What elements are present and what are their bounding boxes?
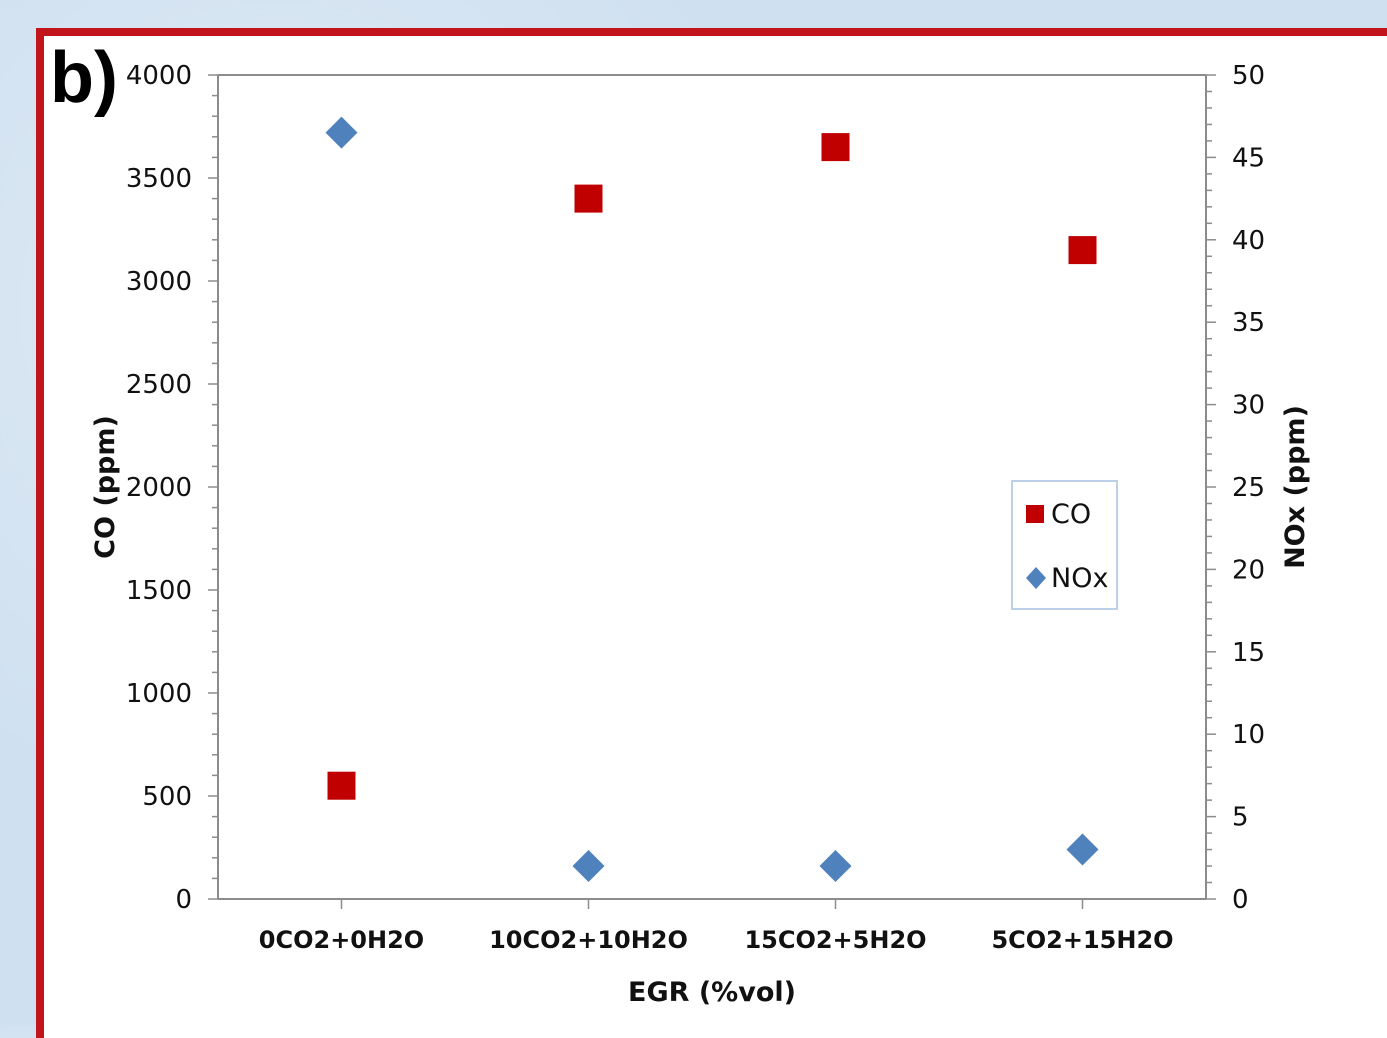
right-tick-label: 5 (1232, 803, 1249, 833)
left-tick-label: 1000 (126, 679, 192, 709)
right-tick-label: 0 (1232, 885, 1249, 915)
left-tick-label: 2000 (126, 473, 192, 503)
right-tick-label: 35 (1232, 308, 1265, 338)
category-label: 0CO2+0H2O (259, 926, 424, 954)
panel-label: b) (50, 38, 118, 118)
y-axis-title: CO (ppm) (90, 415, 121, 559)
data-marks (325, 116, 1099, 883)
co-point (1068, 236, 1097, 265)
nox-point (572, 850, 605, 883)
left-axis-ticks: 0 500 1000 1500 2000 2500 3000 3500 4000 (126, 61, 218, 915)
right-tick-label: 10 (1232, 720, 1265, 750)
left-tick-label: 0 (175, 885, 192, 915)
right-tick-label: 50 (1232, 61, 1265, 91)
legend-nox-label: NOx (1051, 563, 1108, 594)
co-point (327, 771, 356, 800)
left-tick-label: 2500 (126, 370, 192, 400)
right-tick-label: 15 (1232, 638, 1265, 668)
left-tick-label: 1500 (126, 576, 192, 606)
nox-point (1066, 833, 1099, 866)
co-point (574, 184, 603, 213)
category-label: 10CO2+10H2O (489, 926, 688, 954)
legend-co-marker (1026, 505, 1044, 523)
legend-co-label: CO (1051, 499, 1091, 530)
nox-point (325, 116, 358, 149)
axes (217, 74, 1207, 900)
right-tick-label: 20 (1232, 555, 1265, 585)
figure-frame (36, 28, 1387, 1038)
right-axis-ticks: 0 5 10 15 20 25 30 35 40 45 50 (1206, 61, 1265, 915)
x-axis-title: EGR (%vol) (628, 977, 796, 1008)
right-tick-label: 25 (1232, 473, 1265, 503)
left-tick-label: 500 (142, 782, 192, 812)
legend-box (1011, 480, 1118, 610)
right-tick-label: 40 (1232, 226, 1265, 256)
left-tick-label: 4000 (126, 61, 192, 91)
y2-axis-title: NOx (ppm) (1280, 405, 1311, 569)
legend-nox-marker (1026, 567, 1046, 589)
co-point (821, 133, 850, 162)
category-label: 15CO2+5H2O (744, 926, 926, 954)
legend: CO NOx (1011, 480, 1118, 610)
right-tick-label: 30 (1232, 391, 1265, 421)
category-label: 5CO2+15H2O (991, 926, 1173, 954)
right-tick-label: 45 (1232, 143, 1265, 173)
category-axis-ticks: 0CO2+0H2O 10CO2+10H2O 15CO2+5H2O 5CO2+15H2O (259, 899, 1174, 954)
nox-point (819, 850, 852, 883)
left-tick-label: 3500 (126, 164, 192, 194)
left-tick-label: 3000 (126, 267, 192, 297)
